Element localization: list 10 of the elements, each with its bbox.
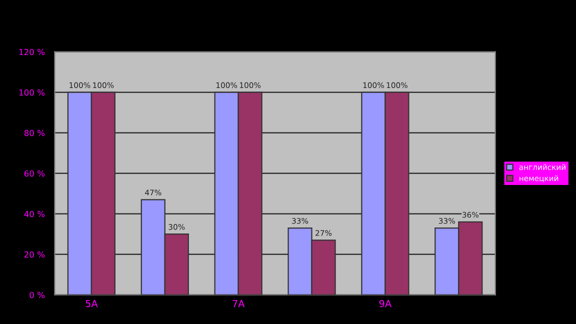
x-tick-label: 7А: [232, 300, 245, 308]
y-tick-label: 60 %: [24, 170, 45, 177]
y-tick-label: 40 %: [24, 210, 45, 218]
y-tick-label: 0 %: [30, 292, 45, 298]
y-tick-label: 100 %: [19, 89, 45, 96]
x-tick-label: 9А: [379, 300, 392, 308]
x-tick-label: 5А: [86, 300, 98, 308]
y-tick-label: 120 %: [19, 48, 45, 56]
y-tick-label: 80 %: [24, 130, 45, 136]
y-tick-label: 20 %: [24, 251, 45, 258]
